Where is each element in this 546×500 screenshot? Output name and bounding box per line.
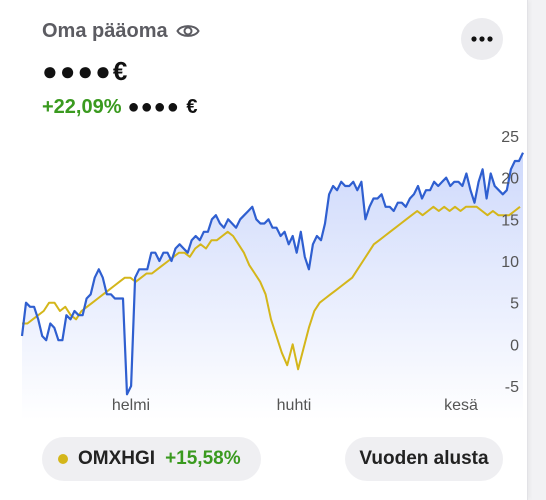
more-options-button[interactable]	[461, 18, 503, 60]
portfolio-area	[22, 152, 523, 420]
portfolio-series-line	[20, 152, 524, 396]
y-tick-label: 0	[510, 337, 519, 354]
y-tick-label: 25	[501, 129, 519, 146]
card-header: Oma pääoma	[42, 19, 200, 43]
change-row: +22,09% ●●●● €	[42, 96, 199, 119]
index-series-line	[22, 205, 521, 371]
y-tick-label: 5	[510, 296, 519, 313]
y-tick-label: 15	[501, 212, 519, 229]
x-tick-label: kesä	[444, 397, 478, 414]
card-title: Oma pääoma	[42, 19, 168, 42]
period-selector-button[interactable]: Vuoden alusta	[345, 437, 503, 481]
index-name: OMXHGI	[78, 448, 156, 469]
y-tick-label: -5	[505, 379, 519, 396]
more-horizontal-icon	[471, 36, 493, 42]
y-tick-label: 20	[501, 171, 519, 188]
index-color-dot	[58, 454, 68, 464]
portfolio-card: Oma pääoma ●●●●€ +22,09% ●●●● € 25 20 15 10…	[0, 0, 528, 500]
masked-change-amount: ●●●● €	[127, 96, 199, 118]
x-tick-label: helmi	[112, 397, 150, 414]
index-legend-chip[interactable]: OMXHGI +15,58%	[42, 437, 261, 481]
eye-icon[interactable]	[175, 19, 200, 43]
x-tick-label: huhti	[277, 397, 312, 414]
masked-balance: ●●●●€	[42, 56, 130, 86]
performance-chart[interactable]: 25 20 15 10 5 0 -5 helmi huhti kesä	[0, 120, 527, 420]
index-change: +15,58%	[165, 448, 241, 469]
y-tick-label: 10	[501, 254, 519, 271]
change-percent: +22,09%	[42, 96, 122, 118]
